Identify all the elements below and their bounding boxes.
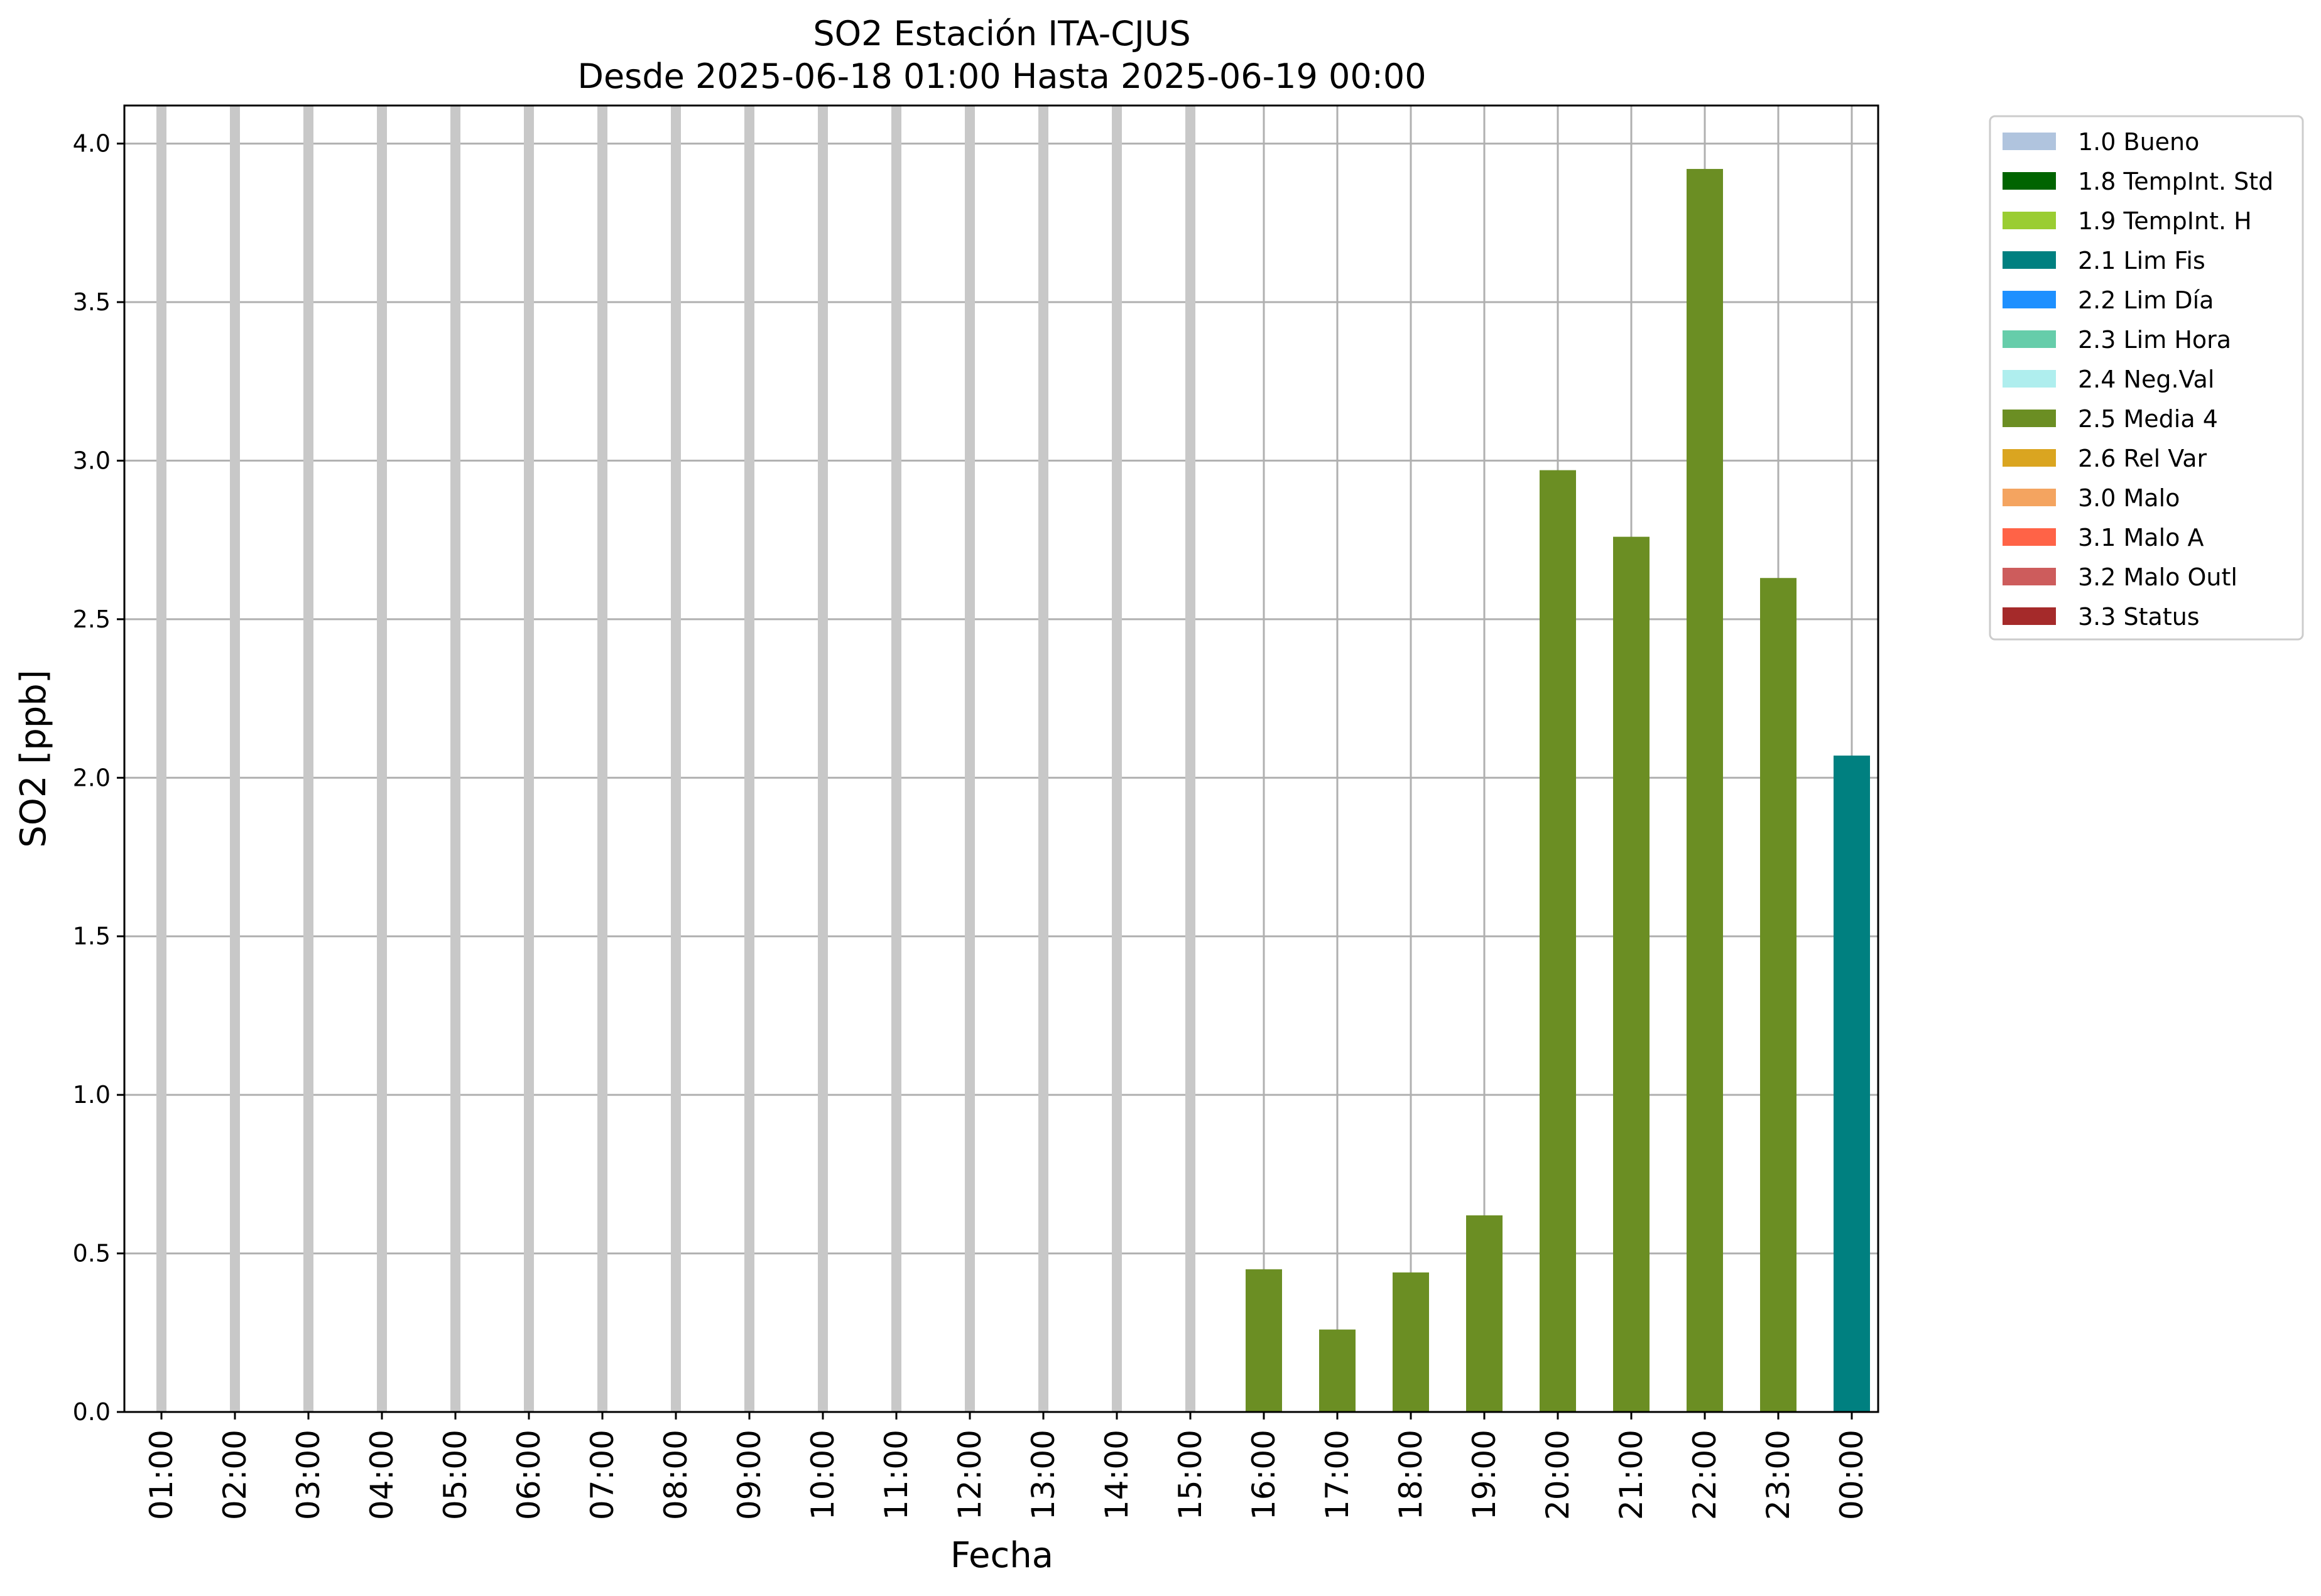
- legend-label: 3.0 Malo: [2078, 484, 2180, 512]
- x-tick-label: 01:00: [143, 1430, 180, 1520]
- legend-swatch: [2003, 568, 2056, 585]
- x-tick-label: 18:00: [1393, 1430, 1429, 1520]
- missing-data-marker: [377, 106, 387, 1412]
- y-tick-label: 3.5: [73, 288, 111, 316]
- legend-swatch: [2003, 212, 2056, 229]
- x-axis-label: Fecha: [950, 1535, 1053, 1576]
- legend-frame: [1989, 115, 2304, 641]
- legend-label: 2.4 Neg.Val: [2078, 366, 2214, 393]
- y-axis-label: SO2 [ppb]: [13, 670, 54, 847]
- x-tick-label: 14:00: [1099, 1430, 1135, 1520]
- legend-label: 2.2 Lim Día: [2078, 286, 2214, 314]
- legend-label: 2.1 Lim Fis: [2078, 247, 2205, 274]
- legend-swatch: [2003, 489, 2056, 506]
- missing-data-marker: [744, 106, 754, 1412]
- bar-00:00: [1834, 755, 1870, 1412]
- bar-23:00: [1760, 578, 1796, 1412]
- chart-subtitle: Desde 2025-06-18 01:00 Hasta 2025-06-19 …: [577, 57, 1426, 96]
- y-tick-label: 0.5: [73, 1240, 111, 1268]
- legend-swatch: [2003, 528, 2056, 546]
- legend-label: 3.2 Malo Outl: [2078, 563, 2237, 591]
- x-tick-label: 13:00: [1025, 1430, 1062, 1520]
- legend-label: 1.9 TempInt. H: [2078, 207, 2252, 235]
- missing-data-marker: [156, 106, 166, 1412]
- legend-items: 1.0 Bueno 1.8 TempInt. Std 1.9 TempInt. H 2…: [2003, 128, 2273, 631]
- bar-22:00: [1687, 168, 1723, 1412]
- y-tick-label: 2.0: [73, 764, 111, 791]
- legend-label: 3.3 Status: [2078, 603, 2200, 631]
- legend-label: 2.3 Lim Hora: [2078, 326, 2231, 354]
- x-tick-label: 10:00: [805, 1430, 841, 1520]
- x-tick-label: 11:00: [878, 1430, 915, 1520]
- bar-17:00: [1319, 1329, 1356, 1412]
- x-tick-label: 22:00: [1687, 1430, 1723, 1520]
- y-tick-label: 1.0: [73, 1081, 111, 1109]
- missing-data-marker: [597, 106, 607, 1412]
- legend-swatch: [2003, 133, 2056, 150]
- missing-data-marker: [230, 106, 240, 1412]
- y-tick-label: 1.5: [73, 923, 111, 950]
- x-axis-ticks: 01:00 02:00 03:00 04:00 05:00 06:00 07:00 08:00…: [143, 1412, 1870, 1520]
- x-tick-label: 00:00: [1834, 1430, 1870, 1520]
- bar-19:00: [1466, 1215, 1503, 1412]
- y-tick-label: 3.0: [73, 447, 111, 474]
- x-tick-label: 19:00: [1466, 1430, 1503, 1520]
- legend-swatch: [2003, 172, 2056, 190]
- legend-label: 1.8 TempInt. Std: [2078, 168, 2273, 195]
- chart-title: SO2 Estación ITA-CJUS: [813, 14, 1190, 53]
- legend-label: 2.5 Media 4: [2078, 405, 2218, 433]
- y-axis-ticks: 0.0 0.5 1.0 1.5 2.0 2.5 3.0 3.5 4.0: [73, 130, 124, 1426]
- legend-swatch: [2003, 291, 2056, 308]
- missing-data-marker: [965, 106, 975, 1412]
- legend-label: 2.6 Rel Var: [2078, 445, 2207, 472]
- legend-swatch: [2003, 251, 2056, 269]
- x-tick-label: 16:00: [1246, 1430, 1282, 1520]
- legend-swatch: [2003, 410, 2056, 427]
- missing-data-marker: [450, 106, 460, 1412]
- x-tick-label: 09:00: [731, 1430, 768, 1520]
- legend-swatch: [2003, 370, 2056, 388]
- x-tick-label: 21:00: [1613, 1430, 1650, 1520]
- bar-18:00: [1393, 1272, 1429, 1412]
- x-tick-label: 04:00: [364, 1430, 400, 1520]
- missing-data-marker: [671, 106, 681, 1412]
- missing-data-markers: [156, 106, 1195, 1412]
- bar-21:00: [1613, 536, 1650, 1412]
- bar-layer: [1246, 168, 1870, 1412]
- plot-frame: [123, 104, 1879, 1413]
- x-tick-label: 05:00: [437, 1430, 474, 1520]
- legend-swatch: [2003, 607, 2056, 625]
- x-tick-label: 23:00: [1760, 1430, 1796, 1520]
- missing-data-marker: [303, 106, 313, 1412]
- missing-data-marker: [524, 106, 534, 1412]
- x-tick-label: 06:00: [511, 1430, 547, 1520]
- missing-data-marker: [818, 106, 828, 1412]
- legend-swatch: [2003, 449, 2056, 467]
- x-tick-label: 12:00: [952, 1430, 988, 1520]
- x-tick-label: 17:00: [1319, 1430, 1356, 1520]
- bar-16:00: [1246, 1269, 1282, 1412]
- x-tick-label: 03:00: [290, 1430, 327, 1520]
- missing-data-marker: [1038, 106, 1048, 1412]
- bar-20:00: [1540, 470, 1576, 1412]
- legend-swatch: [2003, 330, 2056, 348]
- x-tick-label: 07:00: [584, 1430, 621, 1520]
- legend: 1.0 Bueno 1.8 TempInt. Std 1.9 TempInt. H 2…: [1989, 115, 2304, 641]
- missing-data-marker: [891, 106, 901, 1412]
- missing-data-marker: [1112, 106, 1122, 1412]
- x-tick-label: 15:00: [1172, 1430, 1209, 1520]
- y-tick-label: 0.0: [73, 1398, 111, 1426]
- x-tick-label: 02:00: [217, 1430, 253, 1520]
- y-tick-label: 2.5: [73, 605, 111, 633]
- x-tick-label: 20:00: [1540, 1430, 1576, 1520]
- legend-label: 1.0 Bueno: [2078, 128, 2199, 156]
- y-tick-label: 4.0: [73, 130, 111, 158]
- legend-label: 3.1 Malo A: [2078, 524, 2204, 551]
- x-tick-label: 08:00: [658, 1430, 694, 1520]
- missing-data-marker: [1185, 106, 1195, 1412]
